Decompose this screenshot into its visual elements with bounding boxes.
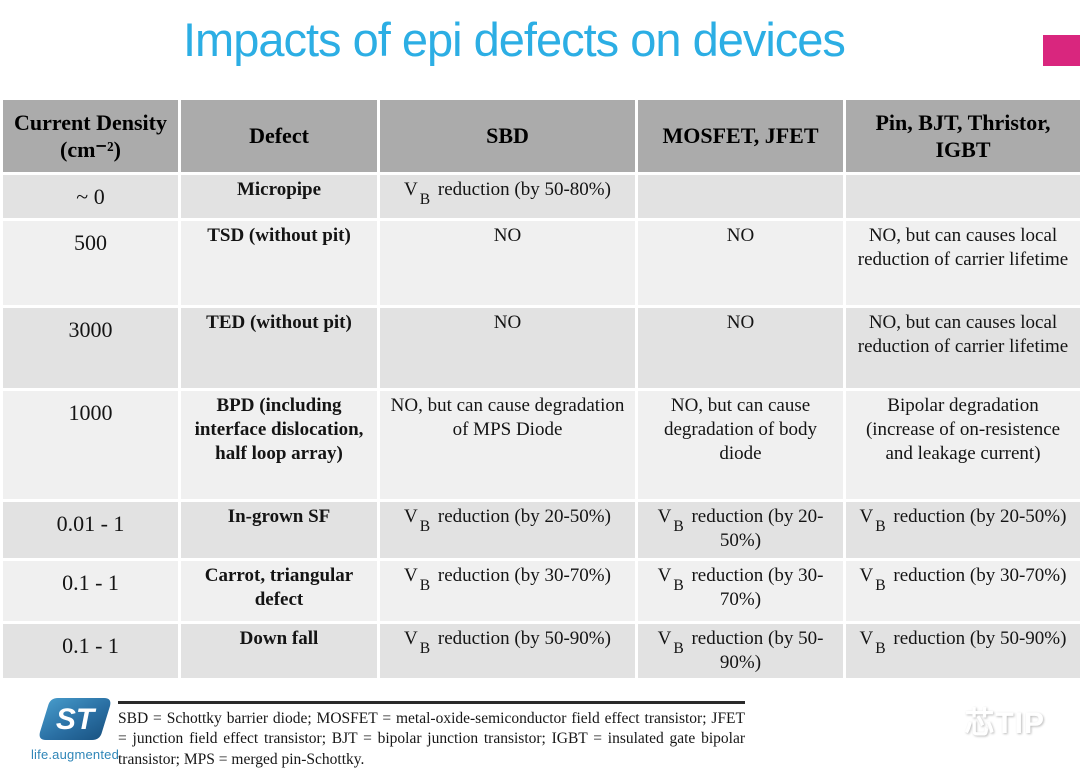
column-header: Current Density (cm⁻²) [2, 99, 180, 174]
st-logo: ST life.augmented [30, 697, 120, 762]
st-logo-icon: ST [38, 697, 112, 741]
watermark-text: 芯TIP [964, 698, 1045, 742]
table-cell: NO [379, 220, 637, 307]
column-header: Pin, BJT, Thristor, IGBT [845, 99, 1080, 174]
table-cell: TSD (without pit) [180, 220, 379, 307]
table-cell: ~ 0 [2, 174, 180, 220]
column-header: Defect [180, 99, 379, 174]
table-cell: NO, but can cause degradation of body di… [637, 390, 845, 501]
table-cell: 3000 [2, 307, 180, 390]
table-cell: 500 [2, 220, 180, 307]
column-header: MOSFET, JFET [637, 99, 845, 174]
footer: ST life.augmented SBD = Schottky barrier… [0, 693, 1080, 769]
column-header: SBD [379, 99, 637, 174]
table-cell: NO, but can causes local reduction of ca… [845, 307, 1080, 390]
st-logo-caption: life.augmented [30, 747, 120, 762]
table-cell: Carrot, triangular defect [180, 560, 379, 623]
table-cell [845, 174, 1080, 220]
table-cell: NO [637, 220, 845, 307]
table-cell: Down fall [180, 623, 379, 680]
table-cell: NO, but can cause degradation of MPS Dio… [379, 390, 637, 501]
page-title: Impacts of epi defects on devices [183, 12, 845, 67]
table-cell: TED (without pit) [180, 307, 379, 390]
table-cell: 0.1 - 1 [2, 560, 180, 623]
table-cell: Micropipe [180, 174, 379, 220]
accent-square [1043, 35, 1080, 66]
table-cell: 1000 [2, 390, 180, 501]
table-cell: In-grown SF [180, 501, 379, 560]
table-cell: NO [637, 307, 845, 390]
table-cell: BPD (including interface dislocation, ha… [180, 390, 379, 501]
table-cell: 0.01 - 1 [2, 501, 180, 560]
table-cell: 0.1 - 1 [2, 623, 180, 680]
wechat-icon [906, 701, 958, 739]
table-cell: NO [379, 307, 637, 390]
watermark: 芯TIP [906, 698, 1045, 742]
table-cell: Bipolar degradation (increase of on-resi… [845, 390, 1080, 501]
table-cell: NO, but can causes local reduction of ca… [845, 220, 1080, 307]
table-cell [637, 174, 845, 220]
svg-text:ST: ST [56, 703, 97, 736]
abbreviation-footnote: SBD = Schottky barrier diode; MOSFET = m… [118, 701, 745, 770]
